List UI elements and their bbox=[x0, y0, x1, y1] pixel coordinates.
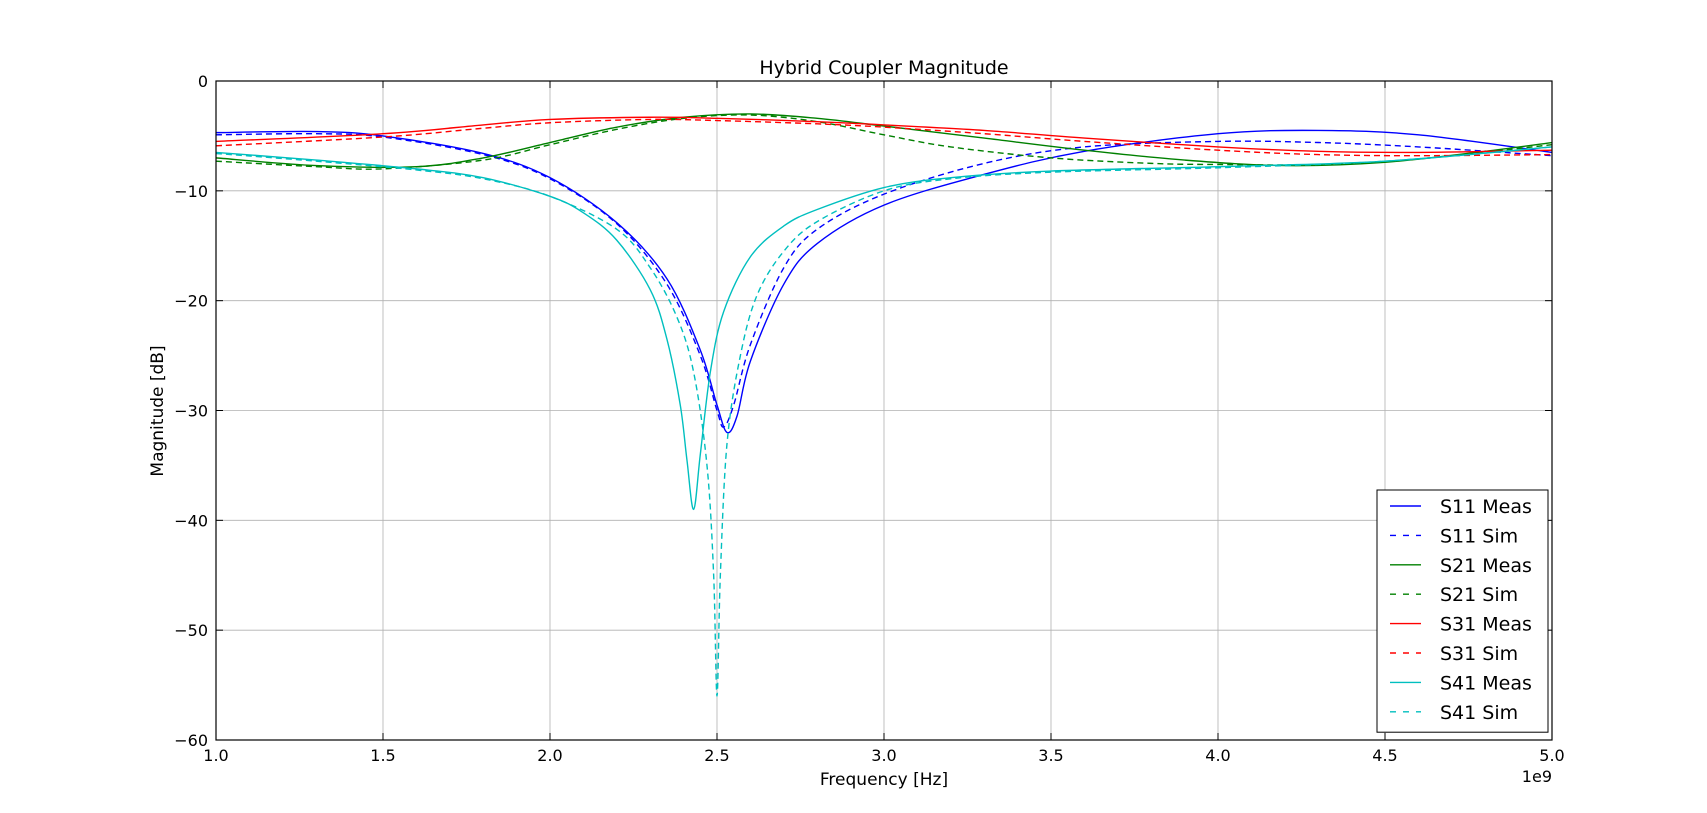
y-axis-label: Magnitude [dB] bbox=[148, 345, 168, 476]
y-tick-label: −40 bbox=[174, 511, 208, 530]
legend-label-s11-meas: S11 Meas bbox=[1440, 496, 1532, 518]
series-line-s31-meas bbox=[216, 116, 1552, 154]
series-lines bbox=[216, 113, 1552, 697]
y-tick-label: −30 bbox=[174, 402, 208, 421]
y-tick-label: −50 bbox=[174, 621, 208, 640]
series-line-s21-meas bbox=[216, 113, 1552, 168]
chart-title: Hybrid Coupler Magnitude bbox=[759, 57, 1008, 79]
legend-box bbox=[1376, 489, 1549, 733]
x-tick-label: 3.5 bbox=[1038, 746, 1063, 765]
series-line-s11-sim bbox=[216, 132, 1552, 428]
legend-label-s21-sim: S21 Sim bbox=[1440, 584, 1518, 606]
x-tick-label: 4.0 bbox=[1205, 746, 1230, 765]
y-tick-label: −60 bbox=[174, 731, 208, 750]
series-line-s41-sim bbox=[216, 146, 1552, 697]
x-tick-label: 4.5 bbox=[1372, 746, 1397, 765]
x-tick-label: 1.5 bbox=[370, 746, 395, 765]
ticks bbox=[215, 80, 1553, 741]
x-tick-labels: 1.0 1.5 2.0 2.5 3.0 3.5 4.0 4.5 5.0 bbox=[203, 746, 1564, 765]
legend-label-s41-sim: S41 Sim bbox=[1440, 702, 1518, 724]
legend-label-s31-sim: S31 Sim bbox=[1440, 643, 1518, 665]
x-tick-label: 5.0 bbox=[1539, 746, 1564, 765]
x-tick-label: 1.0 bbox=[203, 746, 228, 765]
x-axis-label: Frequency [Hz] bbox=[820, 770, 948, 790]
legend-label-s41-meas: S41 Meas bbox=[1440, 672, 1532, 694]
x-offset-label: 1e9 bbox=[1522, 767, 1552, 786]
y-tick-label: −10 bbox=[174, 182, 208, 201]
x-tick-label: 2.0 bbox=[537, 746, 562, 765]
legend-label-s31-meas: S31 Meas bbox=[1440, 614, 1532, 636]
y-tick-label: 0 bbox=[198, 72, 208, 91]
series-line-s31-sim bbox=[216, 118, 1552, 157]
x-tick-label: 3.0 bbox=[871, 746, 896, 765]
legend-label-s21-meas: S21 Meas bbox=[1440, 555, 1532, 577]
legend-label-s11-sim: S11 Sim bbox=[1440, 525, 1518, 547]
x-tick-label: 2.5 bbox=[704, 746, 729, 765]
legend: S11 Meas S11 Sim S21 Meas S21 Sim S31 Meas S3… bbox=[1376, 489, 1549, 733]
y-tick-label: −20 bbox=[174, 292, 208, 311]
y-tick-labels: 0 −10 −20 −30 −40 −50 −60 bbox=[174, 72, 208, 750]
grid bbox=[215, 80, 1553, 741]
